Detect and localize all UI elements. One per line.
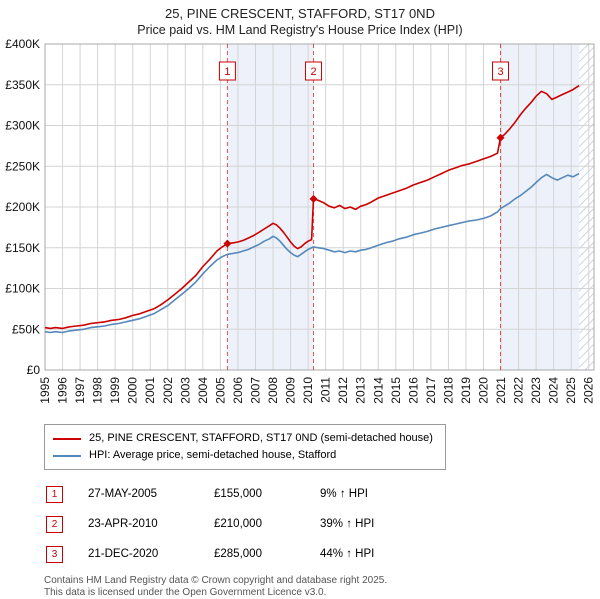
x-tick-label: 1999 — [108, 377, 122, 404]
sale-flag-label-1: 1 — [224, 66, 230, 78]
legend-item-hpi: HPI: Average price, semi-detached house,… — [53, 447, 433, 464]
sale-hpi-change-3: 44% ↑ HPI — [320, 548, 375, 560]
license-footer: Contains HM Land Registry data © Crown c… — [44, 575, 600, 599]
x-tick-label: 2000 — [126, 377, 140, 404]
x-tick-label: 2022 — [512, 377, 526, 404]
sale-flag-label-2: 2 — [310, 66, 316, 78]
x-tick-label: 2001 — [143, 377, 157, 404]
x-tick-label: 2016 — [406, 377, 420, 404]
red-line-swatch — [53, 437, 81, 440]
x-tick-label: 2017 — [424, 377, 438, 404]
sale-marker-3: 3 — [46, 545, 63, 563]
x-tick-label: 2013 — [354, 377, 368, 404]
x-tick-label: 1995 — [38, 377, 52, 404]
sale-row-1: 1 27-MAY-2005 £155,000 9% ↑ HPI — [46, 479, 600, 509]
sale-flag-3 — [492, 61, 510, 81]
y-tick-label: £300K — [5, 119, 40, 133]
y-tick-label: £50K — [12, 322, 40, 336]
legend: 25, PINE CRESCENT, STAFFORD, ST17 0ND (s… — [44, 424, 446, 470]
sale-date-3: 21-DEC-2020 — [88, 548, 159, 560]
y-tick-label: £150K — [5, 241, 40, 255]
price-history-chart: 1 2 3 £0 £50K £100K £150K £200K £250K £300K £350K £… — [5, 38, 596, 404]
y-tick-label: £0 — [27, 363, 41, 377]
sales-table: 1 27-MAY-2005 £155,000 9% ↑ HPI 2 23-APR… — [46, 479, 600, 569]
legend-label-hpi: HPI: Average price, semi-detached house,… — [89, 449, 337, 461]
y-tick-label: £100K — [5, 282, 40, 296]
x-tick-label: 2014 — [371, 377, 385, 404]
legend-item-property: 25, PINE CRESCENT, STAFFORD, ST17 0ND (s… — [53, 430, 433, 447]
y-tick-label: £350K — [5, 78, 40, 92]
sale-flag-2 — [305, 61, 323, 81]
x-tick-label: 2007 — [248, 377, 262, 404]
blue-line-swatch — [53, 454, 81, 457]
x-tick-label: 2004 — [196, 377, 210, 404]
hpi-line — [44, 172, 580, 334]
footer-line-2: This data is licensed under the Open Gov… — [44, 587, 327, 598]
sale-date-1: 27-MAY-2005 — [88, 488, 158, 500]
x-tick-label: 2011 — [319, 377, 333, 403]
x-tick-label: 2025 — [564, 377, 578, 404]
chart-subtitle: Price paid vs. HM Land Registry's House … — [137, 23, 463, 37]
x-tick-label: 2010 — [301, 377, 315, 404]
footer-line-1: Contains HM Land Registry data © Crown c… — [44, 575, 388, 586]
x-tick-label: 2003 — [178, 377, 192, 404]
sale-row-2: 2 23-APR-2010 £210,000 39% ↑ HPI — [46, 509, 600, 539]
x-tick-label: 2021 — [494, 377, 508, 404]
x-tick-label: 2020 — [476, 377, 490, 404]
sale-price-1: £155,000 — [214, 488, 262, 500]
legend-label-property: 25, PINE CRESCENT, STAFFORD, ST17 0ND (s… — [89, 432, 433, 444]
x-tick-label: 1997 — [73, 377, 87, 404]
sale-price-2: £210,000 — [214, 518, 262, 530]
x-tick-label: 1996 — [56, 377, 70, 404]
chart-header: 25, PINE CRESCENT, STAFFORD, ST17 0ND Pr… — [0, 0, 600, 38]
y-tick-label: £250K — [5, 159, 40, 173]
x-tick-label: 2015 — [389, 377, 403, 404]
x-tick-label: 2009 — [284, 377, 298, 404]
x-tick-label: 2012 — [336, 377, 350, 404]
y-tick-label: £400K — [5, 38, 40, 51]
x-tick-label: 2019 — [459, 377, 473, 404]
chart-title: 25, PINE CRESCENT, STAFFORD, ST17 0ND — [165, 6, 435, 21]
sale-point-3 — [496, 133, 505, 142]
y-tick-label: £200K — [5, 200, 40, 214]
sale-flag-label-3: 3 — [497, 66, 503, 78]
x-tick-label: 2005 — [213, 377, 227, 404]
sale-row-3: 3 21-DEC-2020 £285,000 44% ↑ HPI — [46, 539, 600, 569]
x-tick-label: 2026 — [582, 377, 596, 404]
x-tick-label: 2024 — [547, 377, 561, 404]
x-tick-label: 2006 — [231, 377, 245, 404]
x-tick-label: 2018 — [441, 377, 455, 404]
x-tick-label: 2008 — [266, 377, 280, 404]
price-paid-line — [44, 84, 580, 330]
sale-flag-1 — [218, 61, 236, 81]
sale-point-2 — [309, 194, 318, 203]
sale-marker-2: 2 — [46, 515, 63, 533]
sale-date-2: 23-APR-2010 — [88, 518, 158, 530]
sale-point-1 — [223, 239, 232, 248]
x-tick-label: 2002 — [161, 377, 175, 404]
plot-border — [44, 43, 595, 371]
sale-marker-1: 1 — [46, 485, 63, 503]
sale-hpi-change-2: 39% ↑ HPI — [320, 518, 375, 530]
sale-hpi-change-1: 9% ↑ HPI — [320, 488, 368, 500]
sale-price-3: £285,000 — [214, 548, 262, 560]
x-tick-label: 2023 — [529, 377, 543, 404]
x-tick-label: 1998 — [91, 377, 105, 404]
